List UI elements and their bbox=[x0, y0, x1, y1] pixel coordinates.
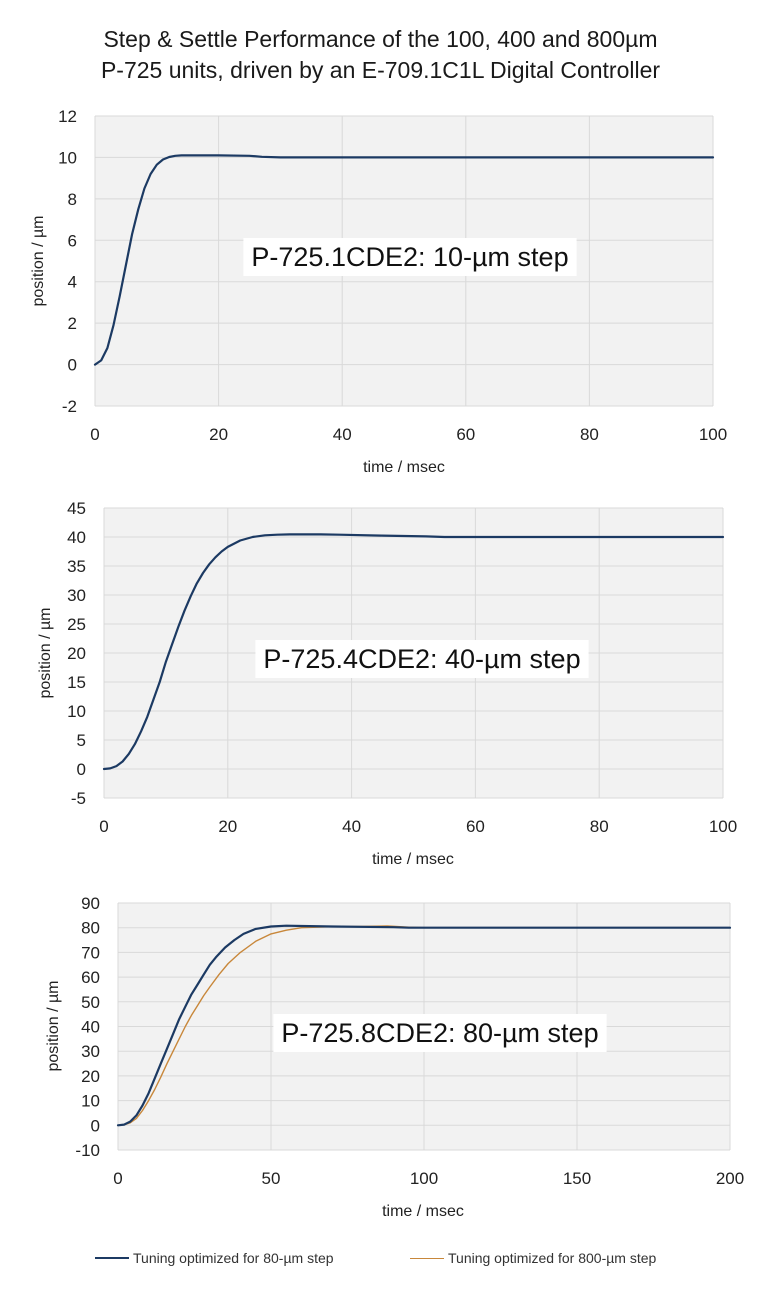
y-tick-label: 20 bbox=[67, 644, 86, 663]
y-tick-label: 45 bbox=[67, 499, 86, 518]
y-tick-label: 40 bbox=[81, 1018, 100, 1037]
y-tick-label: 10 bbox=[58, 148, 77, 167]
x-tick-label: 100 bbox=[709, 817, 737, 836]
legend-swatch-80um bbox=[95, 1257, 129, 1259]
y-tick-label: 50 bbox=[81, 993, 100, 1012]
x-tick-label: 60 bbox=[466, 817, 485, 836]
chart-title-line-2: P-725 units, driven by an E-709.1C1L Dig… bbox=[100, 57, 661, 83]
chart-annotation: P-725.1CDE2: 10-µm step bbox=[251, 242, 568, 272]
y-tick-label: 20 bbox=[81, 1067, 100, 1086]
y-tick-label: 10 bbox=[81, 1092, 100, 1111]
y-tick-label: 60 bbox=[81, 968, 100, 987]
y-tick-label: 5 bbox=[77, 731, 86, 750]
y-tick-label: 10 bbox=[67, 702, 86, 721]
series-line bbox=[102, 533, 725, 771]
x-tick-label: 200 bbox=[716, 1169, 744, 1188]
y-tick-label: -2 bbox=[62, 397, 77, 416]
y-tick-label: -10 bbox=[75, 1141, 100, 1160]
y-tick-label: 40 bbox=[67, 528, 86, 547]
x-tick-label: 0 bbox=[99, 817, 108, 836]
x-tick-label: 80 bbox=[580, 425, 599, 444]
x-axis-label: time / msec bbox=[382, 1203, 464, 1220]
x-axis-label: time / msec bbox=[372, 851, 454, 868]
y-tick-label: 35 bbox=[67, 557, 86, 576]
y-axis-label: position / µm bbox=[37, 607, 54, 698]
x-tick-label: 20 bbox=[209, 425, 228, 444]
chart-p725-8cde2: -10 0 10 20 30 40 50 60 70 80 90 0 50 100 150 200 time /… bbox=[45, 894, 744, 1220]
y-tick-label: 0 bbox=[77, 760, 86, 779]
x-tick-label: 50 bbox=[262, 1169, 281, 1188]
y-axis-label: position / µm bbox=[30, 215, 47, 306]
x-tick-label: 40 bbox=[333, 425, 352, 444]
y-tick-label: 70 bbox=[81, 943, 100, 962]
x-tick-label: 20 bbox=[218, 817, 237, 836]
annotation-box bbox=[243, 238, 577, 276]
chart-annotation: P-725.4CDE2: 40-µm step bbox=[263, 644, 580, 674]
y-tick-label: 2 bbox=[68, 314, 77, 333]
chart-annotation: P-725.8CDE2: 80-µm step bbox=[281, 1018, 598, 1048]
y-tick-label: 4 bbox=[68, 273, 77, 292]
series-line bbox=[116, 924, 732, 1127]
annotation-box bbox=[273, 1014, 607, 1052]
y-tick-label: 0 bbox=[91, 1116, 100, 1135]
legend-item-800um: Tuning optimized for 800-µm step bbox=[410, 1250, 656, 1266]
x-tick-label: 150 bbox=[563, 1169, 591, 1188]
legend-label-800um: Tuning optimized for 800-µm step bbox=[448, 1250, 657, 1266]
y-tick-label: 6 bbox=[68, 231, 77, 250]
x-axis-label: time / msec bbox=[363, 459, 445, 476]
chart-p725-1cde2: -2 0 2 4 6 8 10 12 0 20 40 60 80 100 time / msec positi… bbox=[30, 107, 727, 476]
chart-title-line-1: Step & Settle Performance of the 100, 40… bbox=[103, 26, 658, 52]
chart-p725-4cde2: -5 0 5 10 15 20 25 30 35 40 45 0 20 40 60 80 100 time / m… bbox=[37, 499, 737, 868]
y-tick-label: 90 bbox=[81, 894, 100, 913]
y-tick-label: 12 bbox=[58, 107, 77, 126]
series-line bbox=[93, 154, 715, 366]
legend-label-80um: Tuning optimized for 80-µm step bbox=[133, 1250, 334, 1266]
legend: Tuning optimized for 80-µm step Tuning o… bbox=[0, 1250, 761, 1274]
y-tick-label: 80 bbox=[81, 919, 100, 938]
y-tick-label: -5 bbox=[71, 789, 86, 808]
x-tick-label: 0 bbox=[90, 425, 99, 444]
y-tick-label: 0 bbox=[68, 356, 77, 375]
x-tick-label: 80 bbox=[590, 817, 609, 836]
legend-item-80um: Tuning optimized for 80-µm step bbox=[95, 1250, 334, 1266]
x-tick-label: 100 bbox=[699, 425, 727, 444]
x-tick-label: 60 bbox=[456, 425, 475, 444]
y-tick-label: 30 bbox=[81, 1042, 100, 1061]
annotation-box bbox=[255, 640, 589, 678]
y-tick-label: 8 bbox=[68, 190, 77, 209]
legend-swatch-800um bbox=[410, 1257, 444, 1259]
y-tick-label: 15 bbox=[67, 673, 86, 692]
x-tick-label: 0 bbox=[113, 1169, 122, 1188]
y-tick-label: 25 bbox=[67, 615, 86, 634]
x-tick-label: 100 bbox=[410, 1169, 438, 1188]
y-tick-label: 30 bbox=[67, 586, 86, 605]
x-tick-label: 40 bbox=[342, 817, 361, 836]
y-axis-label: position / µm bbox=[45, 980, 62, 1071]
